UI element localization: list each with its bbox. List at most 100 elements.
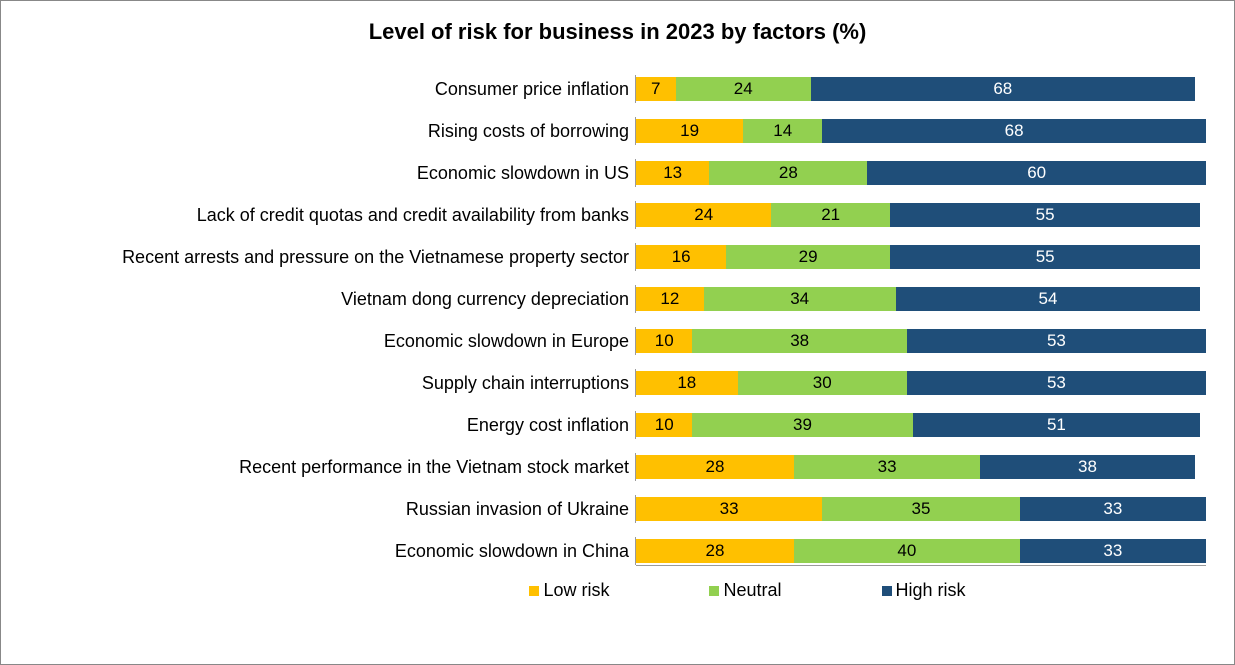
bar-value: 13 <box>663 163 682 183</box>
category-label: Russian invasion of Ukraine <box>11 499 635 520</box>
legend-item-low: Low risk <box>529 580 609 601</box>
axis-border: 183053 <box>635 369 1206 397</box>
axis-border: 28 3338 <box>635 453 1206 481</box>
chart-title: Level of risk for business in 2023 by fa… <box>11 19 1224 45</box>
bar-track: 191468 <box>636 119 1206 143</box>
bar-value: 35 <box>912 499 931 519</box>
bar-segment-neutral: 33 <box>794 455 980 479</box>
chart-row: Economic slowdown in US132860 <box>11 159 1206 187</box>
bar-segment-high: 55 <box>890 203 1200 227</box>
bar-value: 14 <box>773 121 792 141</box>
bar-value: 28 <box>779 163 798 183</box>
bar-segment-low: 16 <box>636 245 726 269</box>
legend-label: High risk <box>896 580 966 601</box>
legend-item-neutral: Neutral <box>709 580 781 601</box>
bar-segment-neutral: 30 <box>738 371 907 395</box>
bar-segment-low: 28 <box>636 455 794 479</box>
category-label: Economic slowdown in China <box>11 541 635 562</box>
bar-value: 28 <box>706 541 725 561</box>
bar-segment-low: 13 <box>636 161 709 185</box>
bar-segment-low: 33 <box>636 497 822 521</box>
bar-segment-high: 68 <box>822 119 1206 143</box>
legend-swatch-icon <box>882 586 892 596</box>
category-label: Economic slowdown in US <box>11 163 635 184</box>
bar-segment-neutral: 24 <box>676 77 811 101</box>
axis-border: 191468 <box>635 117 1206 145</box>
bar-segment-high: 33 <box>1020 497 1206 521</box>
chart-row: Economic slowdown in Europe103853 <box>11 327 1206 355</box>
bar-segment-neutral: 14 <box>743 119 822 143</box>
bar-segment-high: 53 <box>907 371 1206 395</box>
bar-track: 183053 <box>636 371 1206 395</box>
bar-segment-high: 53 <box>907 329 1206 353</box>
chart-row: Russian invasion of Ukraine 33 35 33 <box>11 495 1206 523</box>
bar-segment-neutral: 39 <box>692 413 912 437</box>
category-label: Recent arrests and pressure on the Vietn… <box>11 247 635 268</box>
bar-segment-neutral: 29 <box>726 245 890 269</box>
bar-track: 132860 <box>636 161 1206 185</box>
bar-segment-high: 68 <box>811 77 1195 101</box>
legend-item-high: High risk <box>882 580 966 601</box>
chart-row: Energy cost inflation103951 <box>11 411 1206 439</box>
bar-track: 10 38 53 <box>636 329 1206 353</box>
bar-value: 34 <box>790 289 809 309</box>
axis-border: 103951 <box>635 411 1206 439</box>
bar-segment-low: 10 <box>636 329 692 353</box>
bar-segment-neutral: 35 <box>822 497 1020 521</box>
bar-track: 242155 <box>636 203 1206 227</box>
legend-label: Low risk <box>543 580 609 601</box>
bar-segment-low: 24 <box>636 203 771 227</box>
bar-segment-neutral: 38 <box>692 329 906 353</box>
bar-track: 162955 <box>636 245 1206 269</box>
chart-row: Vietnam dong currency depreciation 12 34 54 <box>11 285 1206 313</box>
bar-value: 68 <box>1005 121 1024 141</box>
bar-value: 24 <box>734 79 753 99</box>
bar-segment-low: 28 <box>636 539 794 563</box>
legend-label: Neutral <box>723 580 781 601</box>
axis-border: 33 35 33 <box>635 495 1206 523</box>
category-label: Energy cost inflation <box>11 415 635 436</box>
bar-segment-high: 38 <box>980 455 1194 479</box>
bar-value: 38 <box>790 331 809 351</box>
bar-track: 12 34 54 <box>636 287 1206 311</box>
bar-value: 33 <box>720 499 739 519</box>
x-axis <box>11 565 1206 566</box>
bar-segment-high: 33 <box>1020 539 1206 563</box>
bar-value: 24 <box>694 205 713 225</box>
bar-track: 28 40 33 <box>636 539 1206 563</box>
bar-value: 30 <box>813 373 832 393</box>
axis-border: 28 40 33 <box>635 537 1206 565</box>
legend-swatch-icon <box>709 586 719 596</box>
bar-value: 28 <box>706 457 725 477</box>
bar-track: 103951 <box>636 413 1206 437</box>
bar-track: 28 3338 <box>636 455 1206 479</box>
category-label: Lack of credit quotas and credit availab… <box>11 205 635 226</box>
axis-border: 242155 <box>635 201 1206 229</box>
bar-value: 53 <box>1047 373 1066 393</box>
bar-value: 10 <box>655 331 674 351</box>
bar-value: 29 <box>799 247 818 267</box>
bar-value: 68 <box>993 79 1012 99</box>
bar-value: 12 <box>660 289 679 309</box>
chart-row: Recent performance in the Vietnam stock … <box>11 453 1206 481</box>
bar-segment-neutral: 34 <box>704 287 896 311</box>
bar-value: 39 <box>793 415 812 435</box>
bar-value: 54 <box>1039 289 1058 309</box>
legend-swatch-icon <box>529 586 539 596</box>
bar-track: 33 35 33 <box>636 497 1206 521</box>
chart-row: Recent arrests and pressure on the Vietn… <box>11 243 1206 271</box>
chart-row: Consumer price inflation72468 <box>11 75 1206 103</box>
bar-value: 53 <box>1047 331 1066 351</box>
bar-segment-high: 51 <box>913 413 1201 437</box>
chart-row: Supply chain interruptions183053 <box>11 369 1206 397</box>
bar-value: 40 <box>897 541 916 561</box>
bar-value: 51 <box>1047 415 1066 435</box>
chart-row: Rising costs of borrowing191468 <box>11 117 1206 145</box>
bar-value: 16 <box>672 247 691 267</box>
category-label: Vietnam dong currency depreciation <box>11 289 635 310</box>
bar-segment-neutral: 40 <box>794 539 1020 563</box>
axis-border: 162955 <box>635 243 1206 271</box>
category-label: Rising costs of borrowing <box>11 121 635 142</box>
bar-segment-low: 7 <box>636 77 676 101</box>
bar-track: 7 24 68 <box>636 77 1206 101</box>
